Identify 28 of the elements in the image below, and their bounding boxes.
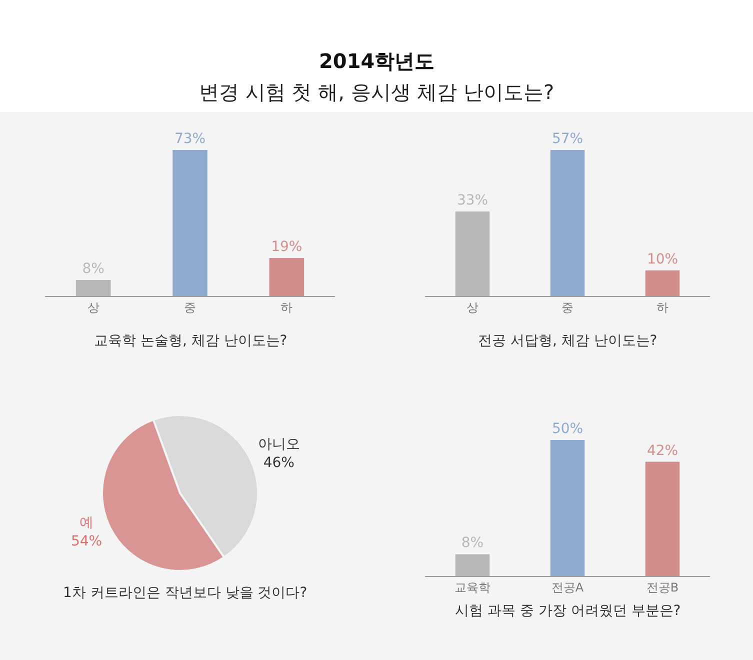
- x-tick-label: 상: [87, 300, 100, 314]
- x-tick-label: 중: [184, 300, 196, 314]
- data-label: 73%: [174, 131, 206, 147]
- text: 변경 시험 첫 해, 응시생 체감 난이도는?: [199, 80, 554, 104]
- data-label: 54%: [70, 533, 102, 550]
- x-tick-label: 하: [656, 300, 668, 314]
- x-tick-label: 전공A: [551, 580, 584, 594]
- data-label: 46%: [263, 454, 294, 471]
- data-label: 50%: [552, 421, 584, 437]
- text: 시험 과목 중 가장 어려웠던 부분은?: [455, 603, 681, 619]
- text: 교육학 논술형, 체감 난이도는?: [94, 333, 288, 349]
- x-tick-label: 중: [562, 300, 574, 314]
- data-label: 33%: [456, 192, 488, 208]
- data-label: 19%: [271, 239, 302, 255]
- text: 1차 커트라인은 작년보다 낮을 것이다?: [63, 585, 308, 601]
- data-label: 57%: [552, 131, 584, 147]
- text: 전공 서답형, 체감 난이도는?: [478, 333, 658, 349]
- data-label: 10%: [646, 251, 678, 268]
- data-label: 8%: [82, 261, 104, 277]
- slice-label: 아니오: [258, 436, 300, 453]
- x-tick-label: 교육학: [454, 580, 490, 594]
- x-tick-label: 하: [280, 300, 293, 314]
- slice-label: 예: [80, 515, 94, 532]
- x-tick-label: 상: [466, 300, 478, 314]
- data-label: 8%: [461, 535, 484, 552]
- text: 2014학년도: [319, 49, 435, 73]
- x-tick-label: 전공B: [646, 580, 679, 594]
- data-label: 42%: [646, 442, 678, 459]
